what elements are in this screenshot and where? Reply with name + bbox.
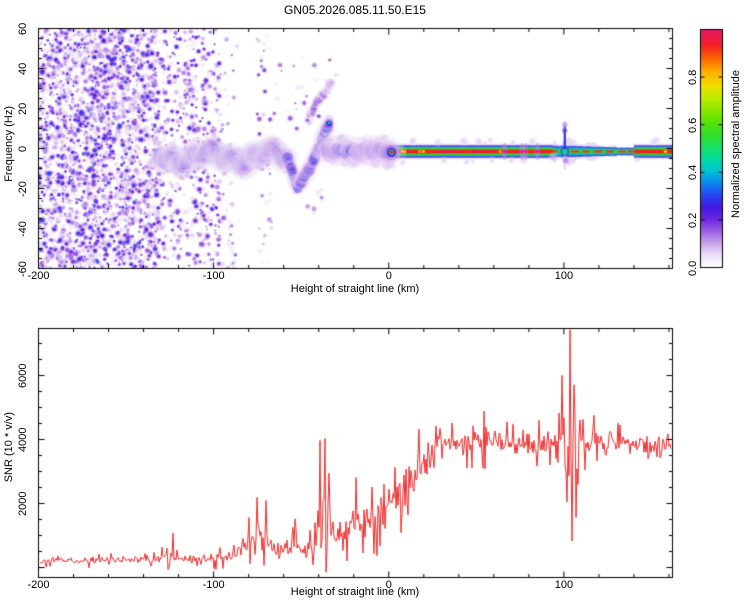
spectrogram-y-tick-label: 0 (17, 145, 29, 152)
spectrogram-y-tick-label: 40 (17, 62, 29, 75)
spectrogram-x-tick-label: 0 (385, 270, 392, 282)
snr-xlabel: Height of straight line (km) (290, 586, 420, 598)
spectrogram-y-tick-label: -40 (17, 220, 29, 237)
spectrogram-x-tick-label: 100 (554, 270, 574, 282)
colorbar-tick-label: 0.6 (687, 117, 699, 133)
figure-title: GN05.2026.085.11.50.E15 (284, 3, 426, 17)
snr-y-tick-label: 6000 (17, 363, 29, 388)
spectrogram-y-tick-label: 20 (17, 102, 29, 115)
snr-ylabel: SNR (10 * v/v) (3, 412, 15, 483)
spectrogram-x-tick-label: -100 (202, 270, 225, 282)
spectrogram-xlabel: Height of straight line (km) (290, 283, 420, 295)
colorbar-tick-label: 0.8 (687, 69, 699, 85)
snr-y-tick-label: 2000 (17, 491, 29, 516)
snr-x-tick-label: 0 (385, 579, 392, 591)
spectrogram-y-tick-label: -20 (17, 180, 29, 197)
spectrogram-ylabel: Frequency (Hz) (3, 106, 15, 182)
snr-x-tick-label: -200 (27, 579, 50, 591)
spectrogram-y-tick-label: 60 (17, 22, 29, 35)
snr-y-tick-label: 4000 (17, 427, 29, 452)
snr-x-tick-label: 100 (554, 579, 574, 591)
snr-x-tick-label: -100 (202, 579, 225, 591)
spectrogram-y-tick-label: -60 (17, 260, 29, 277)
colorbar-tick-label: 0.2 (687, 212, 699, 228)
colorbar-tick-label: 0.0 (687, 259, 699, 276)
spectrogram-x-tick-label: -200 (27, 270, 50, 282)
colorbar-tick-label: 0.4 (687, 164, 699, 180)
colorbar-label: Normalized spectral amplitude (730, 70, 742, 218)
